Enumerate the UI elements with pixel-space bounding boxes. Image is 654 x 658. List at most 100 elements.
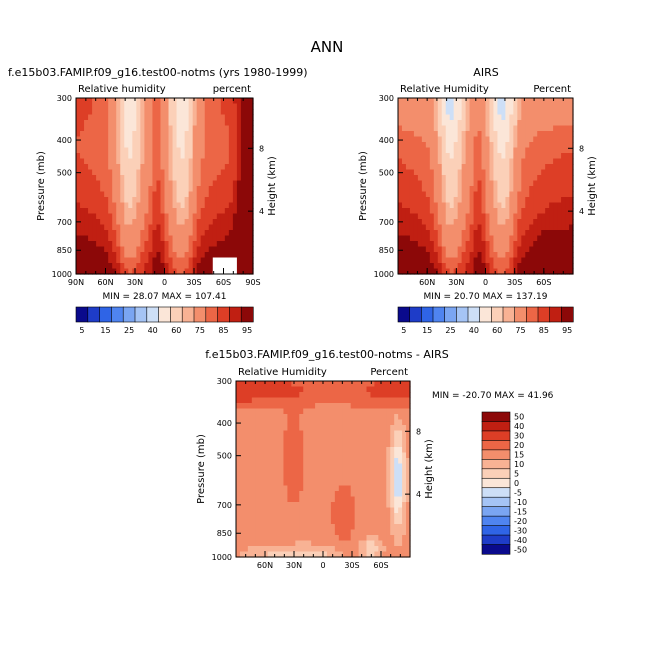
contour-cell [402, 386, 407, 393]
contour-cell [255, 480, 261, 487]
contour-cell [402, 496, 407, 503]
contour-cell [481, 142, 487, 149]
contour-cell [398, 246, 403, 253]
contour-cell [239, 441, 245, 448]
contour-cell [232, 136, 238, 143]
contour-cell [240, 191, 246, 198]
contour-cell [180, 186, 186, 193]
contour-cell [326, 408, 332, 415]
contour-cell [232, 202, 238, 209]
contour-cell [244, 180, 250, 187]
contour-cell [469, 224, 475, 231]
contour-cell [271, 408, 277, 415]
contour-cell [394, 540, 399, 547]
contour-cell [80, 208, 85, 215]
contour-cell [299, 540, 304, 547]
contour-cell [271, 507, 277, 514]
contour-cell [200, 241, 206, 248]
contour-cell [417, 120, 423, 127]
contour-cell [255, 397, 261, 404]
contour-cell [120, 103, 125, 110]
contour-cell [493, 98, 499, 105]
contour-cell [323, 458, 328, 465]
contour-cell [453, 175, 459, 182]
contour-cell [449, 158, 455, 165]
contour-cell [326, 458, 332, 465]
contour-cell [493, 131, 499, 138]
contour-cell [243, 425, 249, 432]
contour-cell [565, 109, 570, 116]
contour-cell [303, 386, 308, 393]
contour-cell [204, 158, 210, 165]
contour-cell [196, 131, 202, 138]
contour-cell [421, 213, 427, 220]
contour-cell [267, 397, 273, 404]
contour-cell [323, 430, 328, 437]
contour-cell [228, 208, 234, 215]
contour-cell [469, 131, 475, 138]
contour-cell [200, 180, 206, 187]
contour-cell [465, 125, 471, 132]
contour-cell [295, 414, 300, 421]
contour-cell [326, 502, 332, 509]
contour-cell [184, 169, 190, 176]
contour-cell [413, 186, 419, 193]
contour-cell [366, 480, 372, 487]
contour-cell [453, 191, 459, 198]
contour-cell [326, 403, 332, 410]
contour-cell [461, 213, 467, 220]
contour-cell [236, 496, 241, 503]
contour-cell [537, 213, 542, 220]
contour-cell [425, 175, 431, 182]
contour-cell [537, 98, 542, 105]
contour-cell [437, 186, 443, 193]
contour-cell [116, 219, 121, 226]
contour-cell [168, 103, 174, 110]
contour-cell [521, 208, 526, 215]
contour-cell [236, 397, 241, 404]
contour-cell [259, 458, 265, 465]
contour-cell [421, 158, 427, 165]
contour-cell [267, 441, 273, 448]
contour-cell [164, 268, 170, 275]
contour-cell [346, 447, 352, 454]
contour-cell [200, 208, 206, 215]
contour-cell [236, 513, 241, 520]
contour-cell [374, 491, 379, 498]
contour-cell [144, 142, 150, 149]
contour-cell [557, 191, 562, 198]
contour-cell [247, 535, 253, 542]
contour-cell [330, 480, 336, 487]
contour-cell [537, 208, 542, 215]
x-tick-label: 60N [419, 278, 435, 287]
contour-cell [445, 230, 451, 237]
contour-cell [525, 252, 530, 259]
contour-cell [112, 213, 117, 220]
contour-cell [124, 169, 129, 176]
contour-cell [529, 219, 534, 226]
contour-cell [196, 241, 202, 248]
contour-cell [485, 241, 491, 248]
contour-cell [398, 120, 403, 127]
contour-cell [521, 219, 526, 226]
contour-cell [208, 169, 214, 176]
contour-cell [291, 392, 296, 399]
contour-cell [196, 136, 202, 143]
contour-cell [267, 403, 273, 410]
contour-cell [425, 136, 431, 143]
contour-cell [493, 136, 499, 143]
contour-cell [513, 235, 518, 242]
contour-cell [409, 252, 415, 259]
contour-cell [406, 381, 411, 388]
contour-cell [124, 263, 129, 270]
contour-cell [429, 252, 435, 259]
contour-cell [374, 458, 379, 465]
contour-cell [224, 114, 230, 121]
contour-cell [497, 219, 503, 226]
contour-cell [303, 496, 308, 503]
contour-cell [224, 153, 230, 160]
contour-cell [88, 175, 93, 182]
contour-cell [84, 120, 89, 127]
contour-cell [513, 142, 518, 149]
contour-cell [303, 436, 308, 443]
